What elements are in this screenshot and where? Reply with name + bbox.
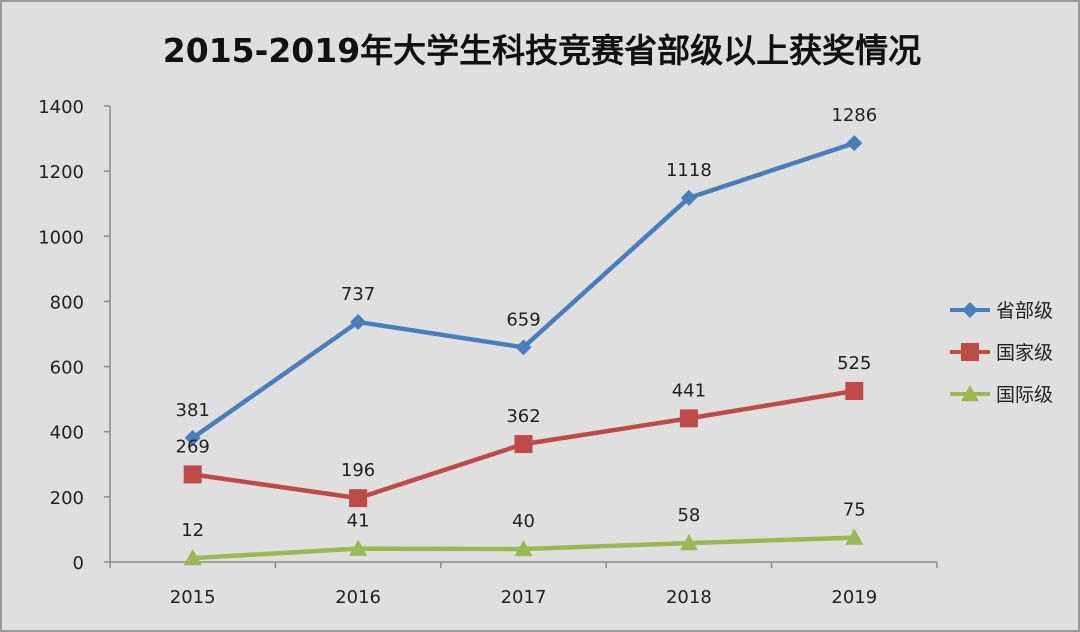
data-point-marker	[679, 534, 698, 551]
legend-item: 国家级	[950, 342, 1053, 364]
y-tick-label: 1000	[38, 227, 84, 248]
x-tick-label: 2015	[170, 587, 216, 608]
series-line	[191, 140, 856, 440]
data-label: 12	[181, 520, 204, 541]
series-diamond	[184, 135, 863, 446]
data-point-marker	[846, 135, 863, 152]
data-label: 525	[837, 353, 871, 374]
series-square	[183, 382, 864, 508]
legend-item: 省部级	[950, 300, 1053, 322]
data-point-marker	[349, 539, 368, 556]
data-label: 58	[677, 505, 700, 526]
data-point-marker	[514, 539, 533, 557]
x-tick-label: 2019	[831, 587, 877, 608]
y-tick-label: 1200	[38, 162, 84, 183]
data-label: 75	[843, 500, 866, 521]
data-label: 1118	[666, 160, 712, 181]
legend-item: 国际级	[950, 384, 1053, 406]
data-label: 362	[506, 406, 540, 427]
data-point-marker	[183, 465, 202, 484]
legend-label: 国家级	[996, 342, 1053, 364]
axes: 0 200 400 600 800 1000 1200 1400 2015 2016 2017 201…	[38, 97, 938, 608]
x-tick-label: 2017	[501, 587, 547, 608]
data-point-marker	[679, 409, 698, 428]
data-point-marker	[845, 528, 864, 545]
x-tick-label: 2016	[335, 587, 381, 608]
y-tick-label: 200	[50, 488, 84, 509]
legend-marker	[961, 343, 979, 361]
data-point-marker	[845, 382, 864, 400]
series-layer	[183, 135, 864, 566]
legend-label: 国际级	[996, 384, 1053, 406]
legend-marker	[962, 302, 978, 318]
data-label: 269	[176, 436, 210, 457]
data-label: 1286	[831, 105, 877, 126]
chart-title: 2015-2019年大学生科技竞赛省部级以上获奖情况	[162, 31, 922, 70]
data-label: 196	[341, 460, 375, 481]
y-tick-label: 0	[73, 553, 84, 574]
data-point-marker	[514, 435, 533, 454]
data-point-marker	[349, 489, 368, 508]
data-point-marker	[350, 313, 367, 330]
data-label: 659	[506, 309, 540, 330]
data-label: 737	[341, 284, 375, 305]
data-label: 381	[176, 400, 210, 421]
y-tick-label: 1400	[38, 97, 84, 118]
series-triangle	[183, 528, 864, 566]
data-label: 41	[347, 511, 370, 532]
y-tick-label: 400	[50, 423, 84, 444]
data-labels: 381 737 659 1118 1286 269 196 362 441 525 12 41 40 58…	[176, 105, 878, 541]
data-point-marker	[515, 339, 532, 356]
data-point-marker	[184, 429, 201, 446]
data-label: 40	[512, 511, 535, 532]
legend-label: 省部级	[996, 300, 1053, 322]
data-label: 441	[672, 380, 706, 401]
data-point-marker	[183, 549, 202, 566]
y-tick-label: 800	[50, 292, 84, 313]
x-tick-label: 2018	[666, 587, 712, 608]
data-point-marker	[680, 189, 697, 206]
y-tick-label: 600	[50, 358, 84, 379]
legend-marker	[961, 385, 979, 402]
